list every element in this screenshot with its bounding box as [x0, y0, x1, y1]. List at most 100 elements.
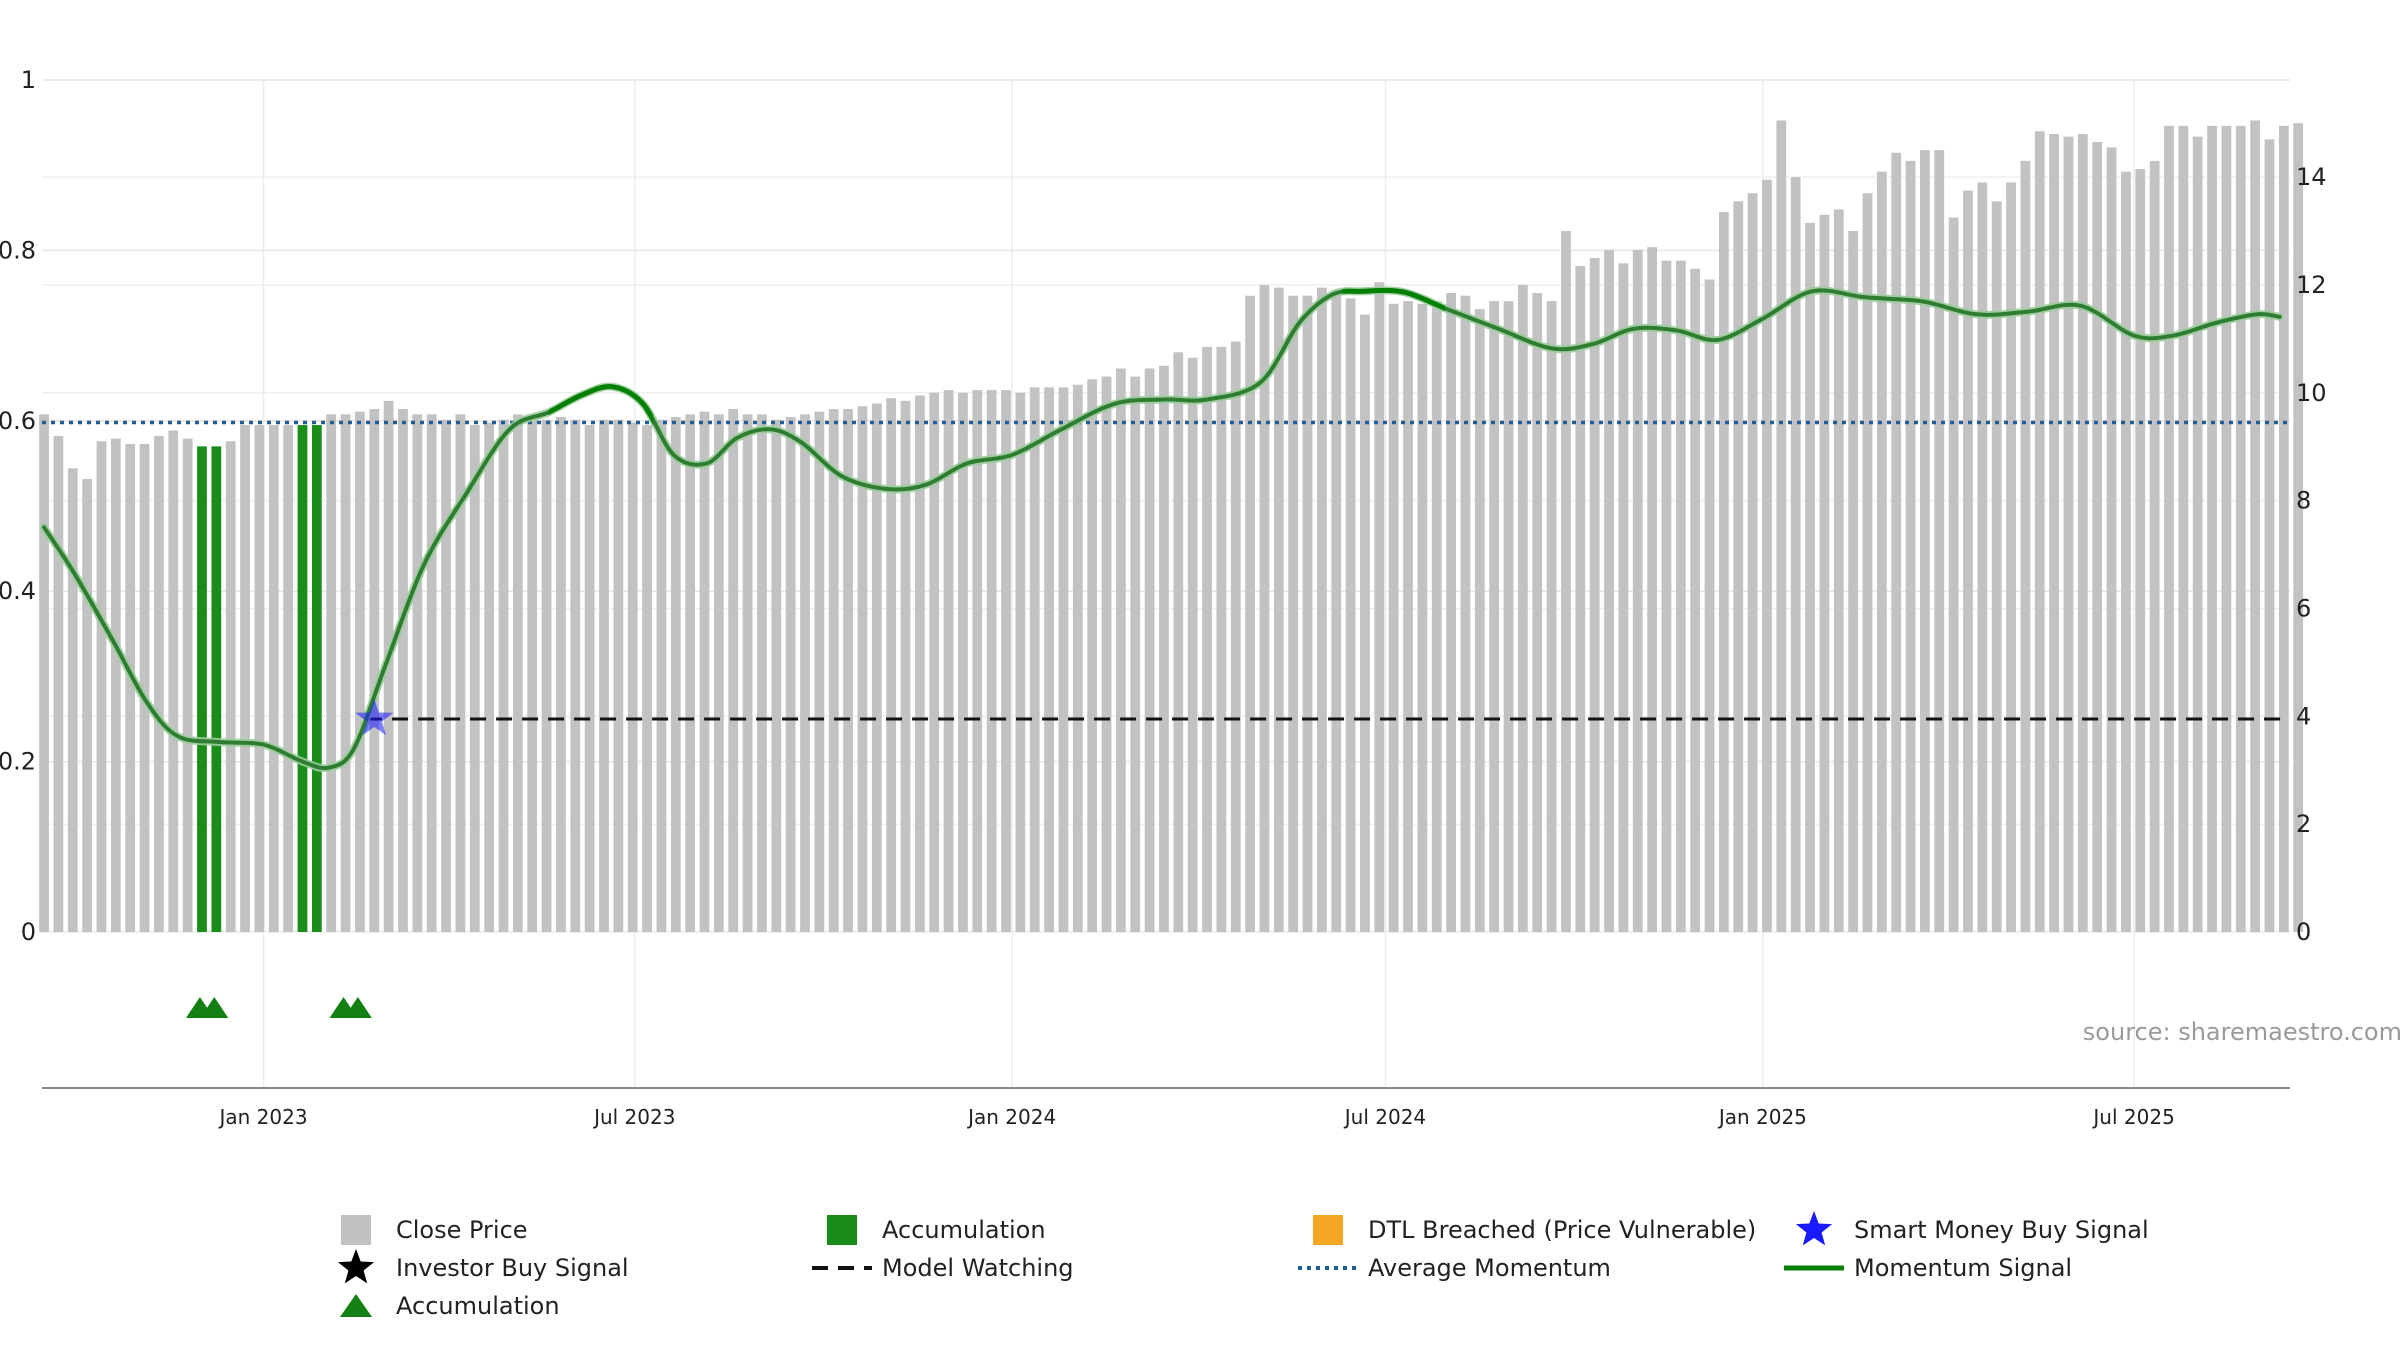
- close-price-bar: [1848, 230, 1858, 933]
- close-price-bar: [771, 419, 782, 932]
- y-right-tick-label: 4: [2296, 702, 2311, 730]
- close-price-bar: [1661, 260, 1672, 932]
- close-price-bar: [699, 411, 710, 932]
- close-price-bar: [1029, 387, 1040, 933]
- legend-label: Average Momentum: [1368, 1254, 1611, 1282]
- close-price-bar: [1546, 301, 1557, 932]
- close-price-bar: [1360, 314, 1370, 933]
- legend-item-dtl: DTL Breached (Price Vulnerable): [1313, 1215, 1756, 1245]
- close-price-bar: [2178, 125, 2189, 932]
- y-left-tick-label: 0.6: [0, 407, 36, 435]
- close-price-bar: [1862, 193, 1873, 933]
- x-tick-label: Jan 2023: [217, 1105, 307, 1129]
- close-price-bar: [1431, 301, 1442, 932]
- close-price-bar: [2149, 160, 2160, 932]
- close-price-bar: [599, 419, 609, 932]
- legend-label: Smart Money Buy Signal: [1854, 1216, 2149, 1244]
- close-price-bar: [1273, 287, 1284, 932]
- close-price-bar: [1518, 284, 1528, 933]
- close-price-bar: [1977, 182, 1988, 933]
- close-price-bar: [139, 443, 150, 932]
- close-price-bar: [1503, 301, 1514, 932]
- close-price-bar: [929, 392, 940, 932]
- close-price-bar: [857, 406, 868, 933]
- legend-swatch-star-icon: [1795, 1211, 1833, 1246]
- close-price-bar: [2164, 125, 2174, 932]
- close-price-bar: [1101, 376, 1112, 932]
- accumulation-triangle-marker: [343, 997, 372, 1018]
- accumulation-bar: [311, 425, 322, 932]
- close-price-bar: [1948, 217, 1959, 932]
- close-price-bar: [2221, 125, 2232, 932]
- close-price-bar: [2235, 125, 2246, 932]
- legend-label: DTL Breached (Price Vulnerable): [1368, 1216, 1756, 1244]
- legend: Close Price Accumulation DTL Breached (Pri…: [337, 1211, 2149, 1320]
- y-left-tick-label: 0: [21, 918, 36, 946]
- legend-swatch-dtl: [1313, 1215, 1343, 1245]
- close-price-bar: [484, 422, 495, 932]
- close-price-bar: [1920, 150, 1930, 933]
- y-right-tick-label: 0: [2296, 918, 2311, 946]
- close-price-bar: [1044, 387, 1054, 933]
- y-right-tick-label: 6: [2296, 594, 2311, 622]
- close-price-bar: [843, 408, 853, 932]
- close-price-bar: [1173, 352, 1184, 932]
- close-price-bar: [39, 414, 49, 932]
- close-price-bar: [943, 390, 954, 932]
- close-price-bar: [1632, 249, 1643, 932]
- close-price-bar: [1001, 390, 1011, 932]
- close-price-bar: [2250, 120, 2261, 932]
- close-price-bar: [1216, 346, 1227, 932]
- close-price-bar: [1072, 384, 1083, 932]
- close-price-bar: [1589, 257, 1600, 933]
- close-price-bar: [96, 441, 107, 932]
- close-price-bar: [613, 419, 624, 932]
- close-price-bar: [1130, 376, 1141, 932]
- legend-item-watch: Model Watching: [812, 1254, 1074, 1282]
- accumulation-bar: [297, 425, 308, 932]
- y-right-tick-label: 2: [2296, 810, 2311, 838]
- close-price-bar: [2063, 136, 2074, 933]
- x-tick-label: Jan 2025: [1717, 1105, 1807, 1129]
- close-price-bar: [1604, 249, 1614, 932]
- close-price-bar: [1388, 303, 1399, 933]
- close-price-bar: [1259, 284, 1270, 933]
- close-price-bar: [469, 425, 480, 932]
- close-price-bar: [2049, 133, 2060, 932]
- close-price-bar: [1345, 298, 1356, 932]
- close-price-bar: [355, 411, 365, 932]
- legend-label: Investor Buy Signal: [396, 1254, 629, 1282]
- close-price-bar: [1833, 209, 1844, 932]
- close-price-bar: [225, 441, 236, 932]
- close-price-bar: [1532, 293, 1543, 932]
- close-price-bar: [1403, 301, 1413, 932]
- close-price-bar: [1905, 160, 1916, 932]
- close-price-bar: [1245, 295, 1255, 933]
- close-price-bar: [1087, 379, 1098, 933]
- close-price-bar: [1374, 282, 1385, 932]
- close-price-bar: [53, 435, 64, 932]
- close-price-bar: [1058, 387, 1069, 933]
- close-price-bar: [757, 414, 767, 932]
- legend-swatch-close-price: [341, 1215, 371, 1245]
- close-price-bar: [1790, 177, 1801, 932]
- close-price-bar: [2034, 131, 2045, 932]
- y-left-tick-label: 0.2: [0, 748, 36, 776]
- close-price-bar: [742, 414, 753, 932]
- close-price-bar: [1460, 295, 1471, 933]
- close-price-bar: [1575, 266, 1586, 932]
- close-price-bar: [498, 419, 509, 932]
- close-price-bar: [1762, 179, 1772, 932]
- close-price-bar: [627, 422, 638, 932]
- x-tick-label: Jan 2024: [966, 1105, 1056, 1129]
- close-price-bar: [1144, 368, 1155, 933]
- close-price-bar: [2106, 147, 2117, 933]
- close-price-bar: [728, 408, 739, 932]
- close-price-bar: [1690, 268, 1701, 932]
- legend-label: Momentum Signal: [1854, 1254, 2072, 1282]
- close-price-bar: [914, 395, 925, 932]
- close-price-bar: [2020, 160, 2031, 932]
- close-price-bar: [2077, 133, 2088, 932]
- close-price-bar: [82, 479, 93, 932]
- legend-item-close: Close Price: [341, 1215, 528, 1245]
